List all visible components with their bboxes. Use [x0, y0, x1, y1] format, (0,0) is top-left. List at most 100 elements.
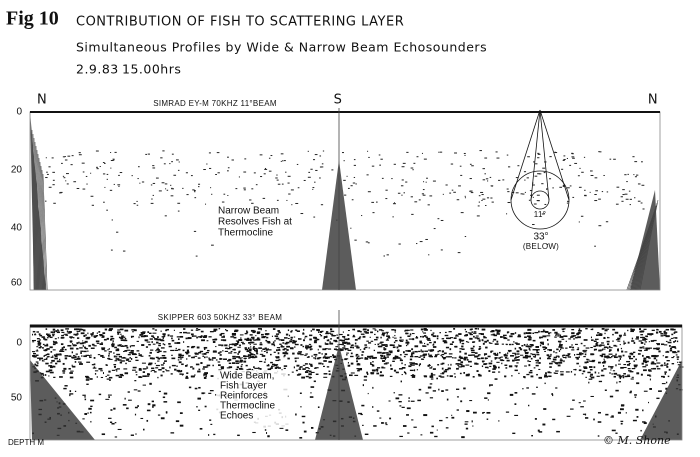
credit: © M. Shone	[603, 434, 671, 447]
echo-dot	[401, 362, 403, 365]
echo-dot	[649, 387, 652, 390]
echo-dot	[530, 375, 534, 378]
echo-dot	[419, 335, 422, 338]
echo-dot	[197, 370, 201, 373]
echo-dot	[91, 364, 95, 366]
echo-dot	[34, 334, 37, 336]
echo-dot	[518, 347, 521, 349]
echo-dot	[274, 364, 279, 366]
echo-dot	[546, 354, 550, 357]
echo-dot	[107, 394, 112, 396]
echo-dot	[506, 331, 509, 334]
echo-dot	[236, 366, 240, 369]
echo-dot	[53, 376, 56, 378]
echo-dot	[400, 380, 403, 383]
echo-dot	[621, 350, 624, 353]
echo-dot	[393, 163, 396, 165]
echo-dot	[52, 343, 56, 346]
echo-dot	[581, 373, 584, 375]
echo-dot	[528, 404, 530, 407]
echo-dot	[264, 358, 267, 361]
echo-dot	[620, 420, 624, 422]
echo-dot	[483, 335, 485, 337]
echo-dot	[411, 354, 413, 356]
echo-dot	[302, 364, 306, 366]
echo-dot	[581, 171, 584, 173]
echo-dot	[249, 199, 252, 201]
echo-dot	[628, 362, 631, 365]
echo-dot	[389, 375, 393, 377]
echo-dot	[162, 333, 166, 336]
echo-dot	[474, 337, 478, 339]
echo-dot	[170, 373, 173, 375]
echo-dot	[328, 370, 331, 372]
echo-dot	[164, 215, 167, 217]
echo-dot	[507, 352, 509, 355]
echo-dot	[218, 344, 222, 346]
echo-dot	[590, 174, 594, 176]
echo-dot	[453, 328, 456, 330]
echo-dot	[64, 357, 68, 360]
echo-dot	[72, 365, 76, 368]
echo-dot	[465, 331, 468, 333]
echo-dot	[301, 415, 306, 418]
bottom-panel: SKIPPER 603 50KHZ 33° BEAM 0 50	[11, 310, 684, 441]
echo-dot	[401, 406, 405, 408]
echo-dot	[426, 343, 429, 346]
echo-dot	[598, 361, 601, 364]
echo-dot	[202, 366, 207, 368]
echo-dot	[42, 343, 45, 346]
echo-dot	[92, 331, 94, 334]
echo-dot	[459, 341, 461, 344]
echo-dot	[643, 357, 646, 360]
echo-dot	[641, 184, 645, 186]
echo-dot	[532, 224, 535, 226]
echo-dot	[571, 152, 574, 154]
echo-dot	[493, 338, 497, 341]
echo-dot	[158, 350, 162, 353]
echo-dot	[555, 352, 558, 354]
echo-dot	[96, 332, 98, 334]
narrow-beam-circle	[530, 190, 550, 210]
echo-dot	[323, 365, 325, 368]
echo-dot	[255, 355, 257, 357]
echo-dot	[406, 407, 411, 410]
echo-dot	[453, 373, 456, 375]
echo-dot	[561, 355, 564, 357]
echo-dot	[358, 412, 363, 415]
echo-dot	[460, 400, 463, 403]
echo-dot	[549, 349, 552, 352]
echo-dot	[309, 338, 312, 341]
echo-dot	[328, 332, 332, 334]
echo-dot	[82, 342, 86, 344]
echo-dot	[534, 175, 538, 177]
echo-dot	[477, 328, 479, 330]
echo-dot	[314, 357, 317, 360]
echo-dot	[429, 355, 433, 358]
echo-dot	[493, 365, 497, 368]
echo-dot	[671, 346, 676, 348]
echo-dot	[433, 343, 435, 345]
echo-dot	[401, 179, 404, 181]
echo-dot	[537, 153, 541, 155]
echo-dot	[565, 354, 569, 357]
echo-dot	[82, 340, 84, 342]
echo-dot	[560, 373, 564, 376]
echo-dot	[572, 196, 575, 198]
echo-dot	[142, 375, 147, 378]
echo-dot	[186, 351, 190, 354]
echo-dot	[106, 378, 110, 380]
echo-dot	[566, 415, 571, 417]
echo-dot	[319, 333, 321, 336]
echo-dot	[240, 341, 244, 343]
echo-dot	[485, 204, 487, 206]
echo-dot	[566, 157, 568, 159]
echo-dot	[110, 152, 112, 154]
echo-dot	[615, 339, 620, 341]
echo-dot	[532, 184, 535, 186]
echo-dot	[134, 406, 138, 409]
echo-dot	[396, 357, 401, 359]
echo-dot	[516, 359, 520, 361]
echo-dot	[380, 354, 384, 357]
echo-dot	[397, 192, 401, 194]
